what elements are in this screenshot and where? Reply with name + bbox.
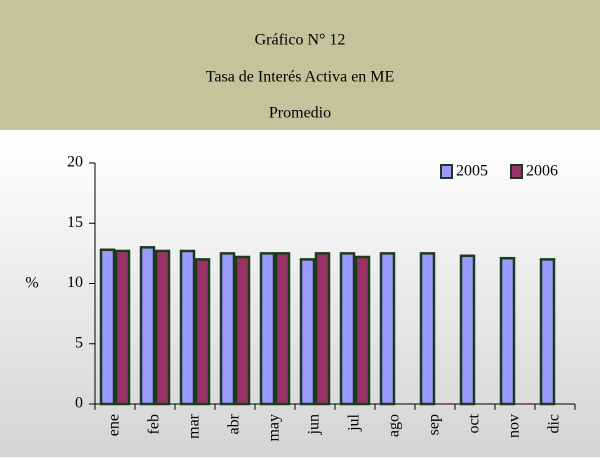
bar (499, 256, 516, 406)
x-tick-label: jul (346, 413, 363, 431)
legend-label: 2006 (526, 163, 558, 180)
bar (274, 252, 291, 406)
chart-subtitle: Tasa de Interés Activa en ME (206, 69, 395, 86)
bar (179, 249, 196, 406)
bar (114, 249, 131, 406)
legend-swatch (510, 164, 523, 179)
bar (314, 252, 331, 406)
header: Gráfico N° 12 Tasa de Interés Activa en … (0, 0, 600, 130)
bar (339, 252, 356, 406)
x-tick-label: abr (226, 413, 243, 434)
x-tick-label: may (266, 414, 283, 442)
x-tick-label: ago (386, 414, 403, 437)
bar (354, 255, 371, 406)
bar (139, 246, 156, 406)
bar (459, 254, 476, 406)
x-tick-label: feb (146, 414, 163, 434)
x-tick-label: mar (186, 413, 203, 439)
y-axis-label: % (25, 275, 38, 292)
y-tick-label: 0 (75, 395, 83, 412)
bar (99, 248, 116, 406)
legend-label: 2005 (456, 163, 488, 180)
chart-title: Gráfico N° 12 (255, 32, 346, 49)
bar (154, 249, 171, 406)
x-tick-label: sep (426, 414, 443, 435)
bar (539, 258, 556, 406)
bar (219, 252, 236, 406)
x-tick-label: jun (306, 414, 323, 435)
x-tick-label: oct (466, 413, 483, 433)
bar (194, 258, 211, 406)
y-tick-label: 5 (75, 334, 83, 351)
x-tick-label: ene (106, 414, 123, 436)
bar (234, 255, 251, 406)
x-tick-label: nov (506, 414, 523, 438)
chart-caption: Promedio (269, 105, 331, 122)
bar (299, 258, 316, 406)
y-tick-label: 20 (67, 154, 83, 171)
legend-swatch (440, 164, 453, 179)
y-tick-label: 10 (67, 274, 83, 291)
header-box (0, 0, 600, 130)
x-tick-label: dic (546, 414, 563, 434)
bar (379, 252, 396, 406)
y-tick-label: 15 (67, 214, 83, 231)
bar (419, 252, 436, 406)
bar (259, 252, 276, 406)
